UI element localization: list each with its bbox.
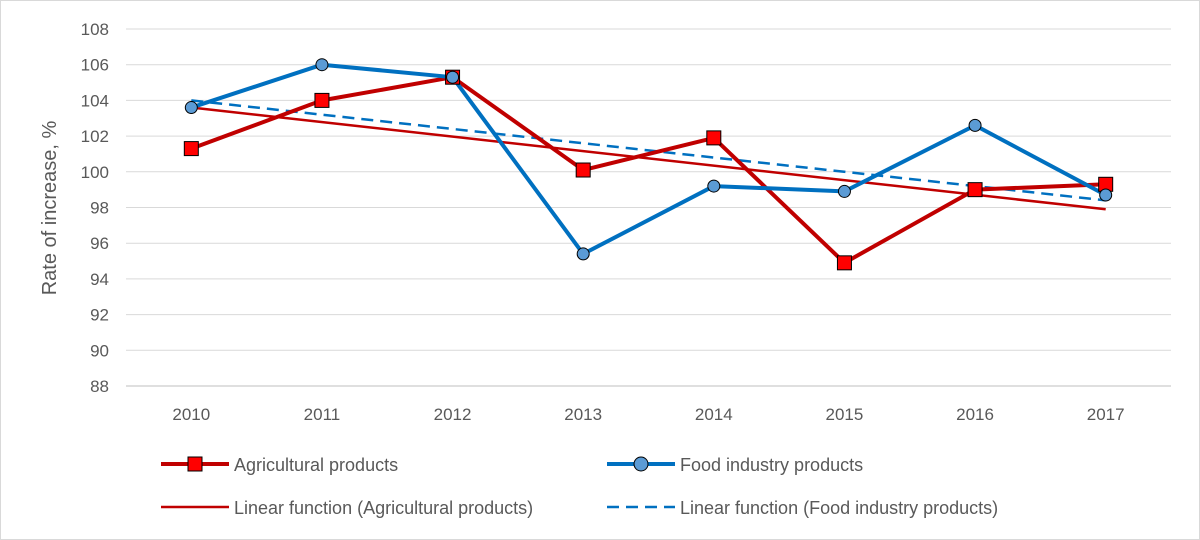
legend-item-trend-food-industry: Linear function (Food industry products) — [607, 498, 998, 518]
y-axis-title: Rate of increase, % — [39, 121, 61, 296]
data-point-marker — [184, 101, 198, 115]
y-tick-label: 94 — [90, 270, 109, 289]
x-tick-label: 2017 — [1087, 405, 1125, 424]
x-tick-label: 2014 — [695, 405, 733, 424]
x-tick-label: 2012 — [434, 405, 472, 424]
y-tick-label: 104 — [81, 91, 109, 110]
trendline — [191, 99, 1106, 202]
y-tick-labels: 88 90 92 94 96 98 100 102 104 106 108 — [81, 20, 109, 396]
x-tick-label: 2016 — [956, 405, 994, 424]
data-point-marker — [1099, 188, 1113, 202]
y-tick-label: 108 — [81, 20, 109, 39]
legend-item-trend-agricultural: Linear function (Agricultural products) — [161, 498, 533, 518]
x-tick-label: 2011 — [304, 405, 341, 424]
y-tick-label: 96 — [90, 234, 109, 253]
series-line — [190, 62, 1107, 256]
y-tick-label: 100 — [81, 163, 109, 182]
x-tick-label: 2010 — [172, 405, 210, 424]
data-point-marker — [575, 162, 591, 178]
legend-label: Agricultural products — [234, 455, 398, 475]
trendline — [191, 106, 1106, 211]
y-tick-label: 90 — [90, 341, 109, 360]
data-point-marker — [315, 58, 329, 72]
data-point-marker — [968, 118, 982, 132]
data-point-marker — [576, 247, 590, 261]
x-tick-label: 2015 — [826, 405, 864, 424]
legend-item-agricultural: Agricultural products — [161, 455, 398, 475]
x-tick-labels: 2010 2011 2012 2013 2014 2015 2016 2017 — [172, 405, 1124, 424]
y-tick-label: 98 — [90, 199, 109, 218]
data-point-marker — [706, 130, 722, 146]
legend: Agricultural products Food industry prod… — [161, 455, 998, 518]
data-point-marker — [446, 70, 460, 84]
y-tick-label: 88 — [90, 377, 109, 396]
y-tick-label: 106 — [81, 56, 109, 75]
legend-label: Linear function (Food industry products) — [680, 498, 998, 518]
data-point-marker — [707, 179, 721, 193]
series-line — [190, 75, 1106, 265]
x-tick-label: 2013 — [564, 405, 602, 424]
y-tick-label: 102 — [81, 127, 109, 146]
data-series — [183, 58, 1114, 271]
gridlines — [126, 28, 1171, 387]
legend-label: Food industry products — [680, 455, 863, 475]
trendlines — [191, 99, 1106, 211]
y-tick-label: 92 — [90, 306, 109, 325]
data-point-marker — [837, 184, 851, 198]
data-point-marker — [967, 182, 983, 198]
legend-label: Linear function (Agricultural products) — [234, 498, 533, 518]
data-point-marker — [183, 141, 199, 157]
data-point-marker — [836, 255, 852, 271]
legend-item-food-industry: Food industry products — [607, 455, 863, 475]
data-point-marker — [314, 92, 330, 108]
